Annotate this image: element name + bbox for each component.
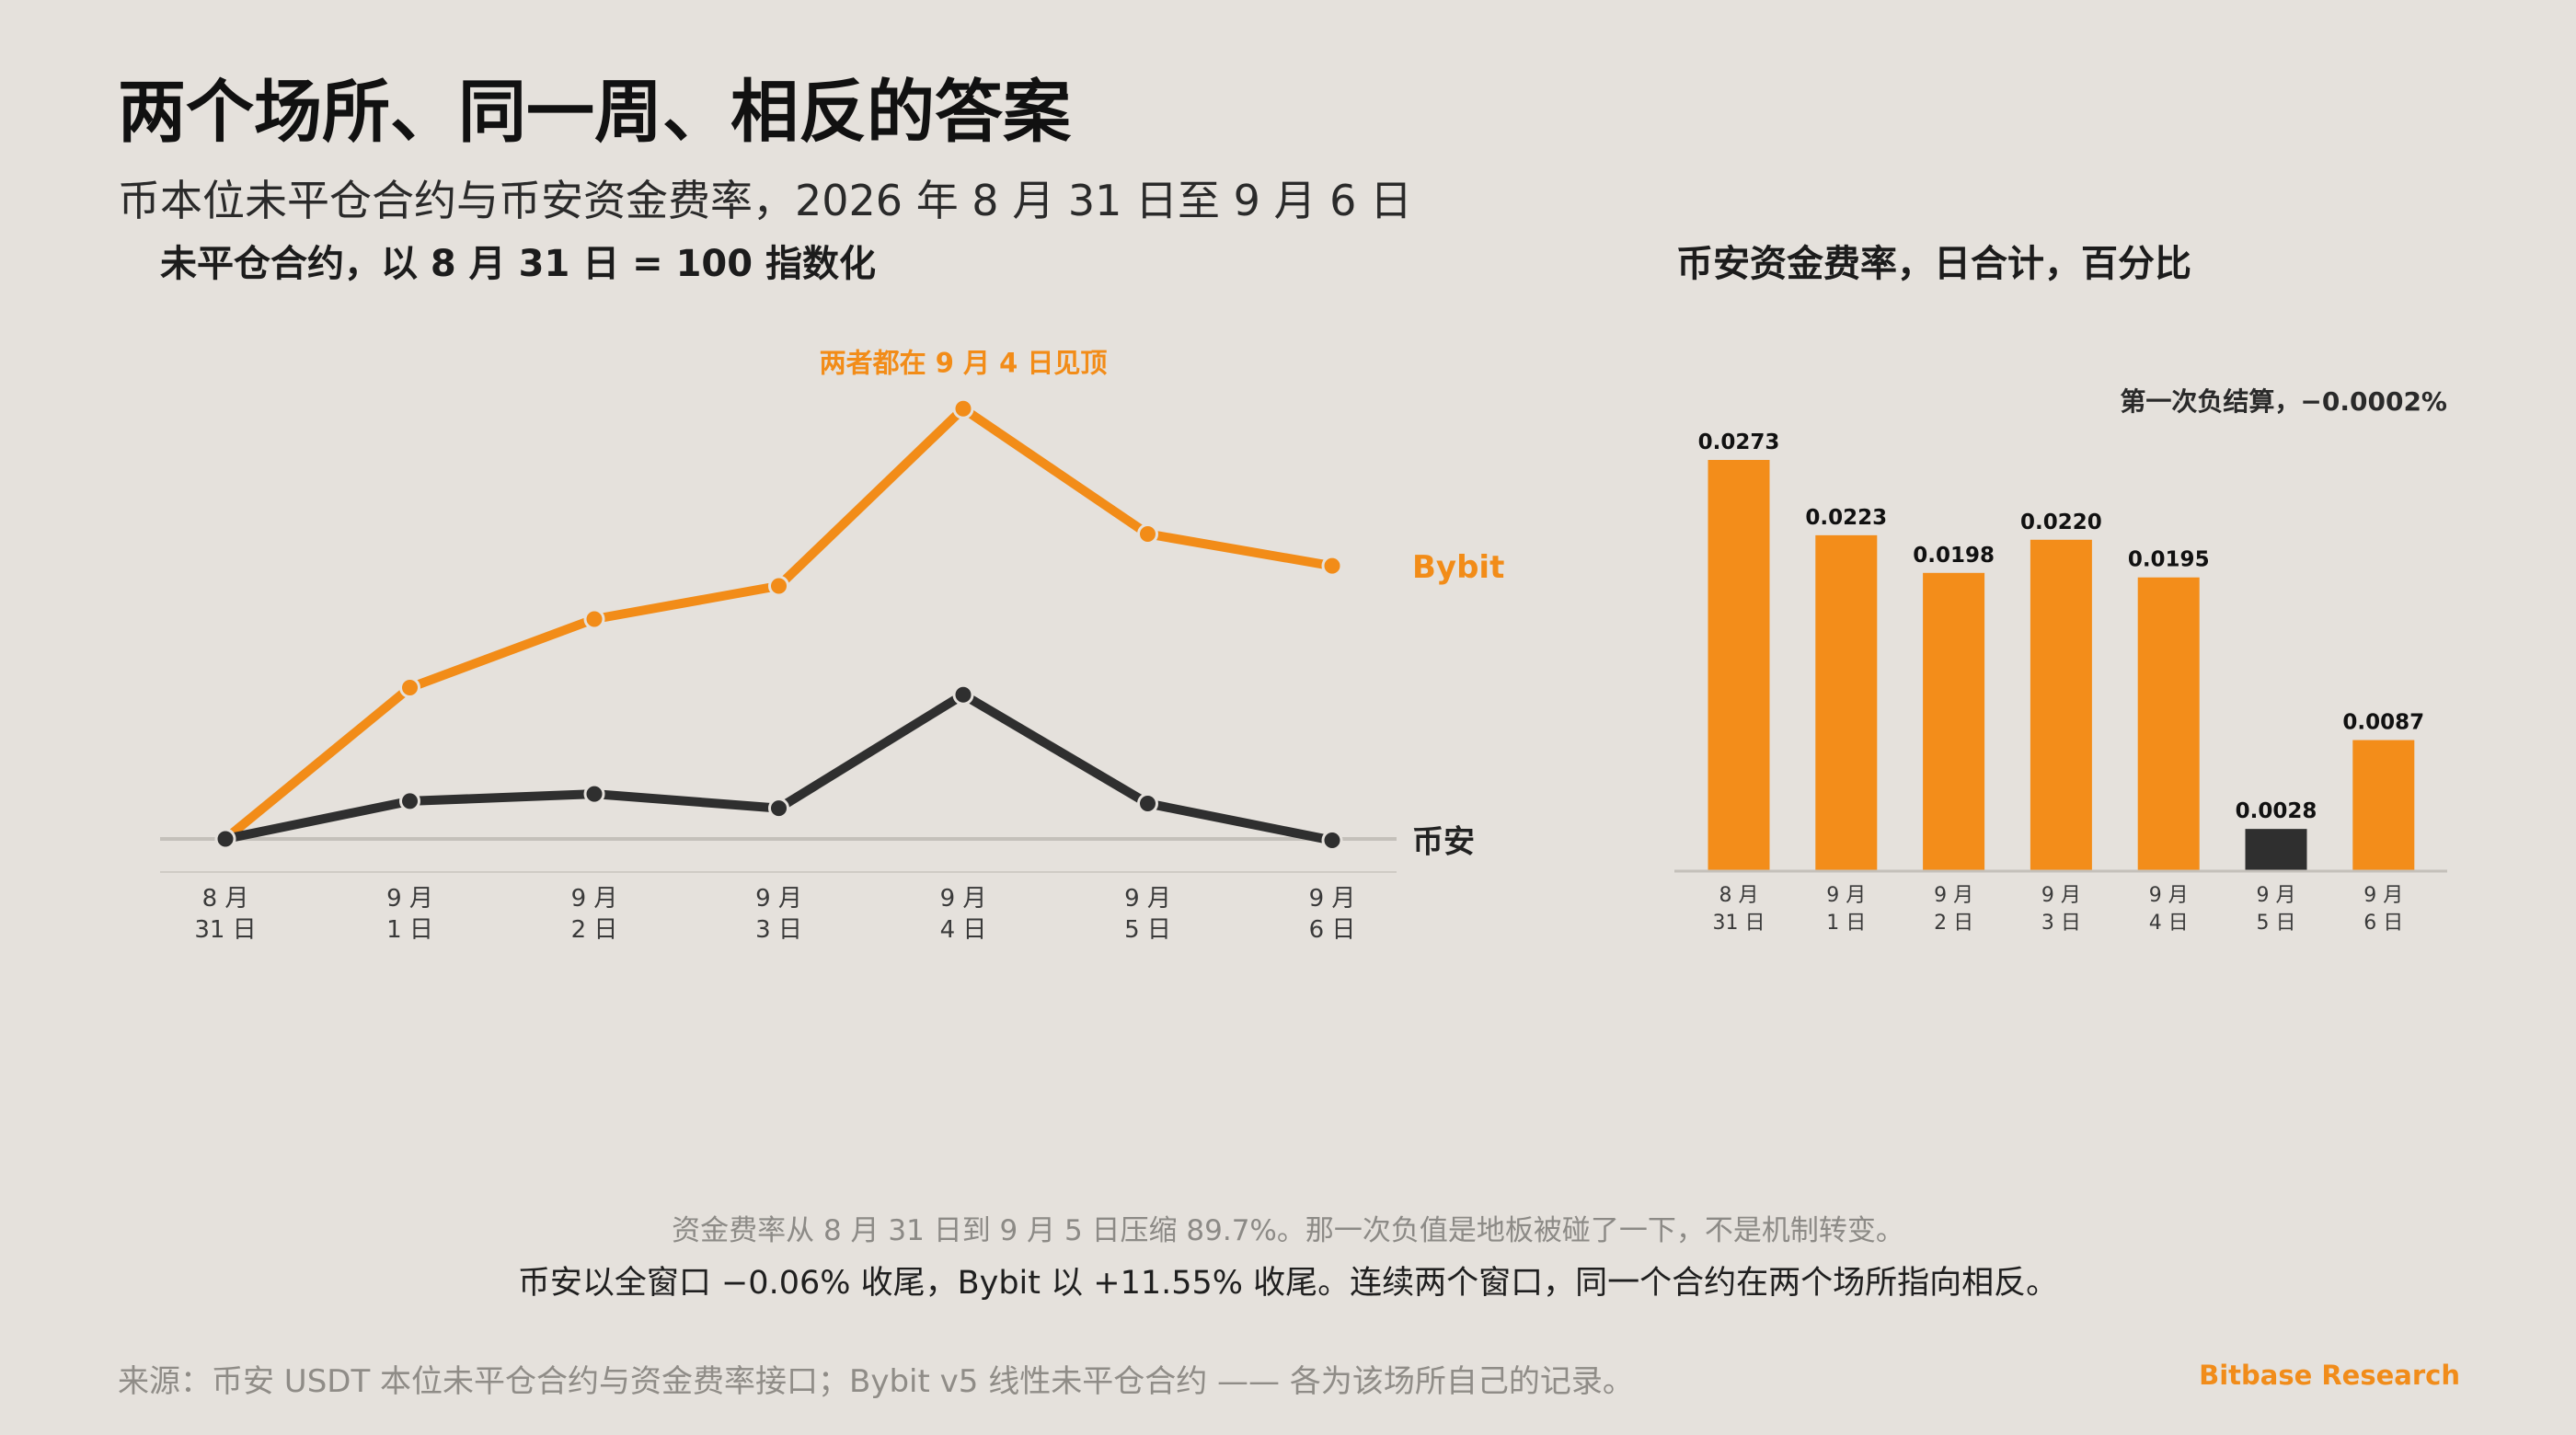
data-point: [214, 828, 236, 850]
data-point: [1137, 792, 1158, 814]
bar: [1815, 534, 1878, 871]
bar-value-label: 0.0198: [1913, 544, 1995, 568]
negative-settlement-annotation: 第一次负结算，−0.0002%: [2120, 386, 2447, 417]
bar-value-label: 0.0028: [2236, 799, 2317, 823]
note-divergence: 币安以全窗口 −0.06% 收尾，Bybit 以 +11.55% 收尾。连续两个…: [517, 1265, 2059, 1302]
bar: [2352, 740, 2415, 871]
bar-value-label: 0.0195: [2128, 548, 2210, 572]
data-point: [1321, 830, 1343, 852]
brand-label: Bitbase Research: [2199, 1360, 2460, 1391]
bar: [1708, 460, 1770, 871]
bar-value-label: 0.0223: [1805, 506, 1887, 530]
bar-value-label: 0.0087: [2342, 711, 2424, 735]
source-note: 来源：币安 USDT 本位未平仓合约与资金费率接口；Bybit v5 线性未平仓…: [118, 1363, 1634, 1400]
x-tick-label: 8 月 31 日: [1713, 884, 1765, 935]
peak-annotation: 两者都在 9 月 4 日见顶: [820, 347, 1108, 378]
bar-value-label: 0.0220: [2020, 511, 2102, 534]
bar: [2245, 829, 2307, 871]
data-point: [768, 798, 789, 820]
series-label: 币安: [1412, 824, 1475, 861]
data-point: [583, 608, 605, 630]
data-point: [1321, 555, 1343, 577]
data-point: [952, 397, 974, 419]
note-compression: 资金费率从 8 月 31 日到 9 月 5 日压缩 89.7%。那一次负值是地板…: [672, 1214, 1904, 1247]
bar: [2030, 539, 2092, 871]
data-point: [399, 677, 420, 699]
data-point: [952, 683, 974, 706]
page-subtitle: 币本位未平仓合约与币安资金费率，2026 年 8 月 31 日至 9 月 6 日: [118, 176, 1412, 225]
data-point: [1137, 522, 1158, 545]
data-point: [583, 783, 605, 805]
bar: [2137, 577, 2200, 871]
data-point: [399, 790, 420, 812]
series-label: Bybit: [1412, 549, 1504, 586]
page-title: 两个场所、同一周、相反的答案: [118, 73, 1071, 152]
oi-chart-title: 未平仓合约，以 8 月 31 日 = 100 指数化: [160, 243, 876, 285]
bar-value-label: 0.0273: [1698, 430, 1780, 454]
funding-rate-bar-chart: 0.0273 0.0223 0.0198 0.0220 0.0195 0.0028 0.00…: [1674, 386, 2447, 935]
funding-chart-title: 币安资金费率，日合计，百分比: [1676, 243, 2191, 285]
bar: [1923, 572, 1985, 871]
data-point: [768, 575, 789, 597]
x-tick-label: 8 月 31 日: [194, 885, 256, 944]
